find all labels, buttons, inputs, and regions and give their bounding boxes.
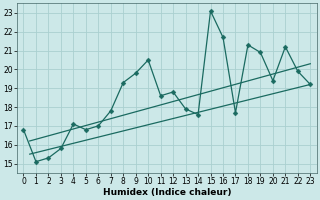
X-axis label: Humidex (Indice chaleur): Humidex (Indice chaleur) [103, 188, 231, 197]
